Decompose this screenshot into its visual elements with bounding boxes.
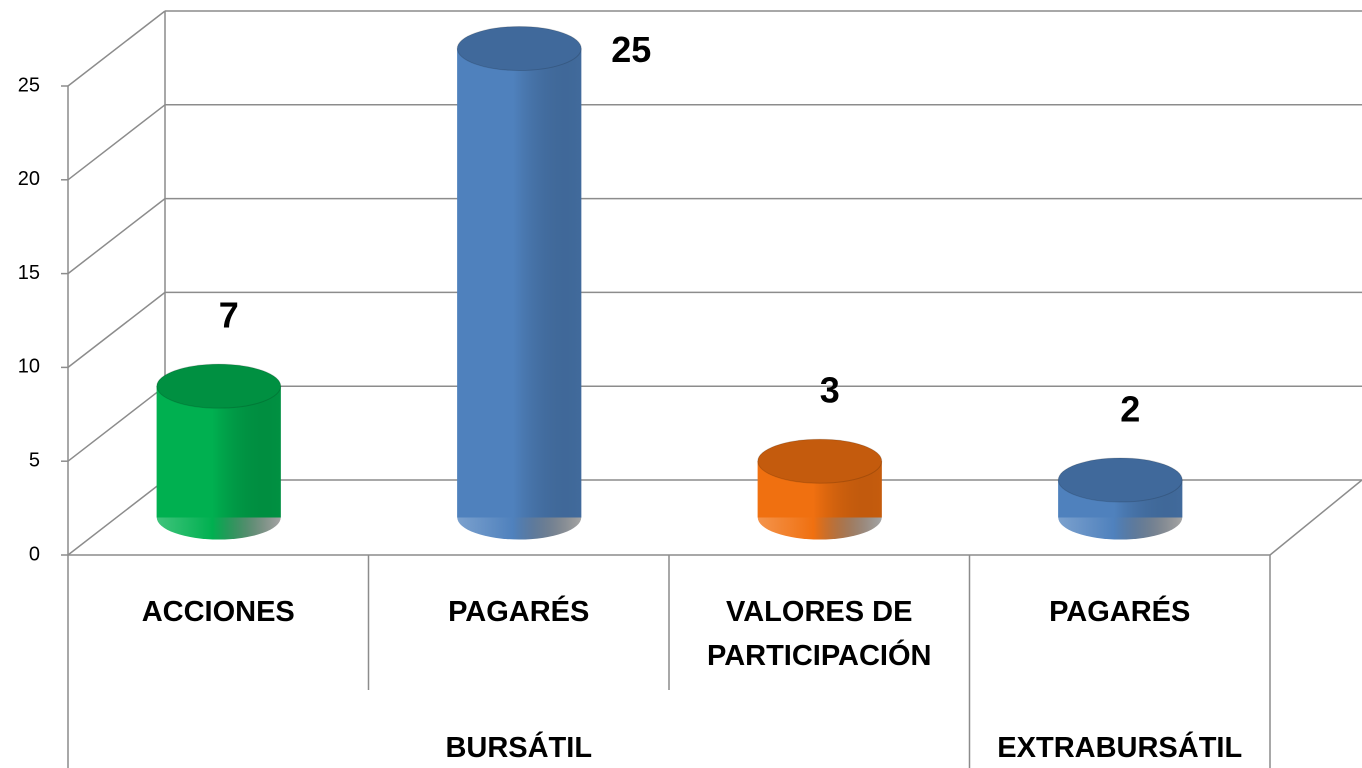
bar <box>1057 457 1183 540</box>
bar-top-shade <box>757 439 882 484</box>
y-tick-label: 0 <box>29 543 40 565</box>
x-tick-label: PAGARÉS <box>1049 596 1191 628</box>
bar-top-shade <box>156 364 281 409</box>
bar-top <box>757 438 883 484</box>
y-tick-label: 10 <box>18 356 40 378</box>
bar-top <box>456 26 582 71</box>
group-label: EXTRABURSÁTIL <box>997 732 1243 764</box>
grid-line <box>67 10 166 87</box>
grid-line <box>67 198 166 275</box>
data-label: 7 <box>219 295 239 336</box>
data-label: 3 <box>820 370 840 411</box>
data-label: 25 <box>611 29 651 70</box>
floor-right <box>1269 479 1362 556</box>
grid-line <box>67 385 166 462</box>
bar-top <box>1057 457 1183 503</box>
grid-line <box>67 291 166 368</box>
bar-top-shade <box>1058 457 1183 502</box>
y-tick-label: 5 <box>29 449 40 471</box>
grid-line <box>67 479 166 556</box>
y-tick-label: 20 <box>18 168 40 190</box>
bar <box>757 438 883 540</box>
bar-top <box>156 363 282 409</box>
bar-shade <box>457 48 582 518</box>
data-label: 2 <box>1120 388 1140 429</box>
x-tick-label: ACCIONES <box>141 596 295 628</box>
bar-top-shade <box>457 26 582 71</box>
y-tick-label: 25 <box>18 74 40 96</box>
bar <box>456 26 582 540</box>
bar <box>156 363 282 540</box>
x-tick-label: PAGARÉS <box>448 596 590 628</box>
y-tick-label: 15 <box>18 262 40 284</box>
x-tick-label: VALORES DE PARTICIPACIÓN <box>707 596 932 672</box>
group-label: BURSÁTIL <box>445 732 593 764</box>
grid-line <box>67 104 166 181</box>
